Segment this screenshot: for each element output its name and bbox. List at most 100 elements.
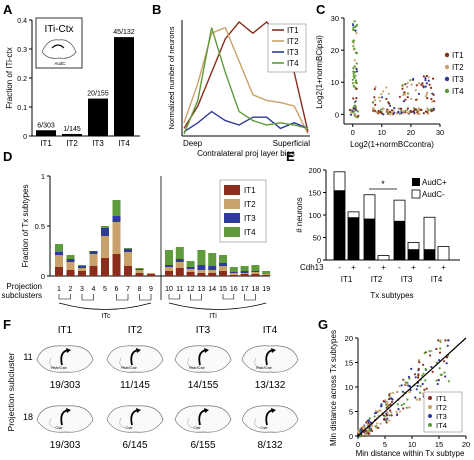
panel-c-point-IT4 — [353, 65, 356, 68]
panel-c-point-IT3 — [412, 77, 415, 81]
panel-c-point-IT2 — [402, 110, 405, 113]
panel-d-dendrogram-itc — [58, 302, 152, 310]
panel-g-point-IT1 — [377, 426, 380, 429]
panel-d-bar-segment-IT3 — [219, 263, 227, 266]
panel-d-x-tick-label: 13 — [198, 286, 206, 293]
brain-outline-icon — [241, 405, 299, 433]
panel-c-point-IT2 — [397, 107, 400, 110]
panel-g-point-IT3 — [375, 411, 378, 414]
panel-g-point-IT3 — [407, 375, 410, 379]
panel-c-point-IT1 — [355, 97, 358, 100]
panel-c-point-IT1 — [355, 87, 358, 90]
panel-d-dendrogram-link — [190, 294, 202, 301]
panel-b-x-label: Contralateral proj layer bias — [197, 149, 295, 158]
panel-f-brain-label: Rstr/Cstr — [189, 365, 205, 370]
panel-g-point-IT4 — [373, 415, 376, 418]
panel-d-dendrogram-iti — [168, 302, 267, 310]
brain-outline-icon — [241, 345, 299, 373]
panel-d-bar-segment-IT2 — [112, 222, 121, 254]
panel-b-line-IT3 — [183, 110, 309, 133]
panel-c-point-IT1 — [415, 98, 418, 101]
panel-c-point-IT4 — [427, 108, 430, 111]
panel-g-point-IT4 — [404, 381, 407, 384]
panel-d-bar-segment-IT1 — [112, 254, 121, 276]
panel-c-legend-label: IT4 — [452, 87, 464, 96]
panel-d-bar-segment-IT4 — [165, 250, 173, 265]
panel-g-point-IT3 — [430, 365, 433, 369]
panel-g-point-IT1 — [388, 397, 391, 401]
panel-d-bar-segment-IT4 — [197, 250, 206, 265]
panel-f-fraction: 19/303 — [50, 440, 81, 451]
panel-d-group-iti: ITi — [209, 313, 217, 320]
panel-g-point-IT4 — [384, 415, 387, 418]
panel-e-bar-audc-plus — [424, 249, 435, 260]
panel-g-point-IT2 — [376, 422, 379, 425]
panel-f-row-title: Projection subcluster — [6, 352, 16, 431]
panel-c-point-IT4 — [352, 72, 355, 76]
panel-c-point-IT1 — [428, 83, 431, 86]
panel-g-point-IT2 — [408, 391, 411, 394]
panel-g-point-IT3 — [421, 382, 424, 386]
projection-arrowhead-icon — [136, 348, 141, 353]
panel-g-point-IT1 — [390, 400, 394, 404]
panel-e-cdh13-sign: + — [381, 263, 386, 272]
panel-c-point-IT4 — [356, 110, 359, 113]
panel-c-point-IT2 — [417, 82, 421, 85]
panel-f-fraction: 6/155 — [190, 440, 215, 451]
panel-c-y-tick-label: 10 — [331, 78, 339, 87]
panel-g-x-tick-label: 5 — [383, 440, 387, 449]
brain-region-outline-icon — [254, 357, 261, 369]
panel-b-line-IT2 — [183, 26, 309, 135]
panel-c-legend-marker — [444, 64, 450, 70]
panel-e-bar-audc-minus — [377, 255, 390, 261]
panel-f-brain-label: Cstr — [55, 425, 63, 430]
panel-a-bar-chart: 0 0.1 0.2 0.3 0.4 6/303 1/145 20/155 45/132 IT1… — [5, 17, 140, 148]
panel-g-point-IT3 — [380, 403, 383, 406]
panel-g-point-IT2 — [396, 390, 399, 393]
panel-c-point-IT1 — [422, 75, 425, 78]
panel-a-bar-IT2 — [62, 133, 82, 136]
panel-d-dendrogram-link — [222, 294, 235, 300]
panel-c-point-IT2 — [408, 111, 411, 114]
panel-f-column-title: IT1 — [58, 325, 73, 336]
panel-g-point-IT1 — [402, 378, 405, 381]
panel-g-point-IT3 — [416, 384, 419, 388]
panel-d-x-tick-label: 19 — [262, 286, 270, 293]
panel-d-dendrogram-link — [58, 294, 71, 300]
panel-e-category-label: IT4 — [431, 275, 443, 284]
panel-g-point-IT4 — [375, 425, 378, 428]
panel-d-bar-segment-IT2 — [89, 254, 98, 266]
panel-g-legend-marker — [428, 423, 432, 427]
panel-b-legend-label: IT4 — [287, 59, 299, 68]
panel-c-x-label: Log2(1+normBCcontra) — [350, 140, 434, 149]
panel-g-point-IT4 — [419, 391, 422, 394]
panel-c-point-IT1 — [374, 103, 377, 106]
panel-g-point-IT2 — [386, 403, 390, 406]
brain-region-outline-icon — [187, 417, 194, 429]
panel-g-point-IT4 — [406, 398, 409, 401]
panel-d-bar-segment-IT1 — [229, 275, 238, 276]
panel-g-point-IT1 — [417, 373, 420, 376]
panel-g-point-IT3 — [410, 367, 413, 370]
panel-d-x-tick-label: 1 — [57, 286, 61, 293]
panel-g-point-IT1 — [435, 347, 438, 351]
panel-e-bar-audc-plus — [364, 218, 375, 260]
panel-c-point-IT3 — [354, 29, 357, 32]
panel-a-y-tick-label: 0.2 — [17, 76, 27, 83]
panel-letter-a: A — [3, 2, 13, 17]
panel-g-point-IT2 — [357, 429, 360, 433]
panel-c-scatter-chart: 0 10 20 30 0 10 20 30 Log2(1+normBCcontra) Log2… — [315, 14, 464, 149]
panel-f-fraction: 6/145 — [122, 440, 147, 451]
panel-g-point-IT2 — [390, 411, 393, 414]
panel-a-x-tick-label: IT4 — [118, 139, 130, 148]
panel-c-point-IT2 — [414, 89, 417, 92]
panel-c-point-IT3 — [427, 79, 430, 82]
panel-g-point-IT3 — [414, 376, 417, 379]
panel-c-point-IT2 — [374, 85, 377, 89]
panel-c-point-IT1 — [398, 95, 401, 98]
panel-d-x-tick-label: 10 — [165, 286, 173, 293]
panel-a-y-tick-label: 0.3 — [17, 47, 27, 54]
panel-a-x-tick-label: IT1 — [40, 139, 52, 148]
panel-c-y-tick-label: 20 — [331, 46, 339, 55]
panel-c-point-IT1 — [426, 97, 429, 100]
